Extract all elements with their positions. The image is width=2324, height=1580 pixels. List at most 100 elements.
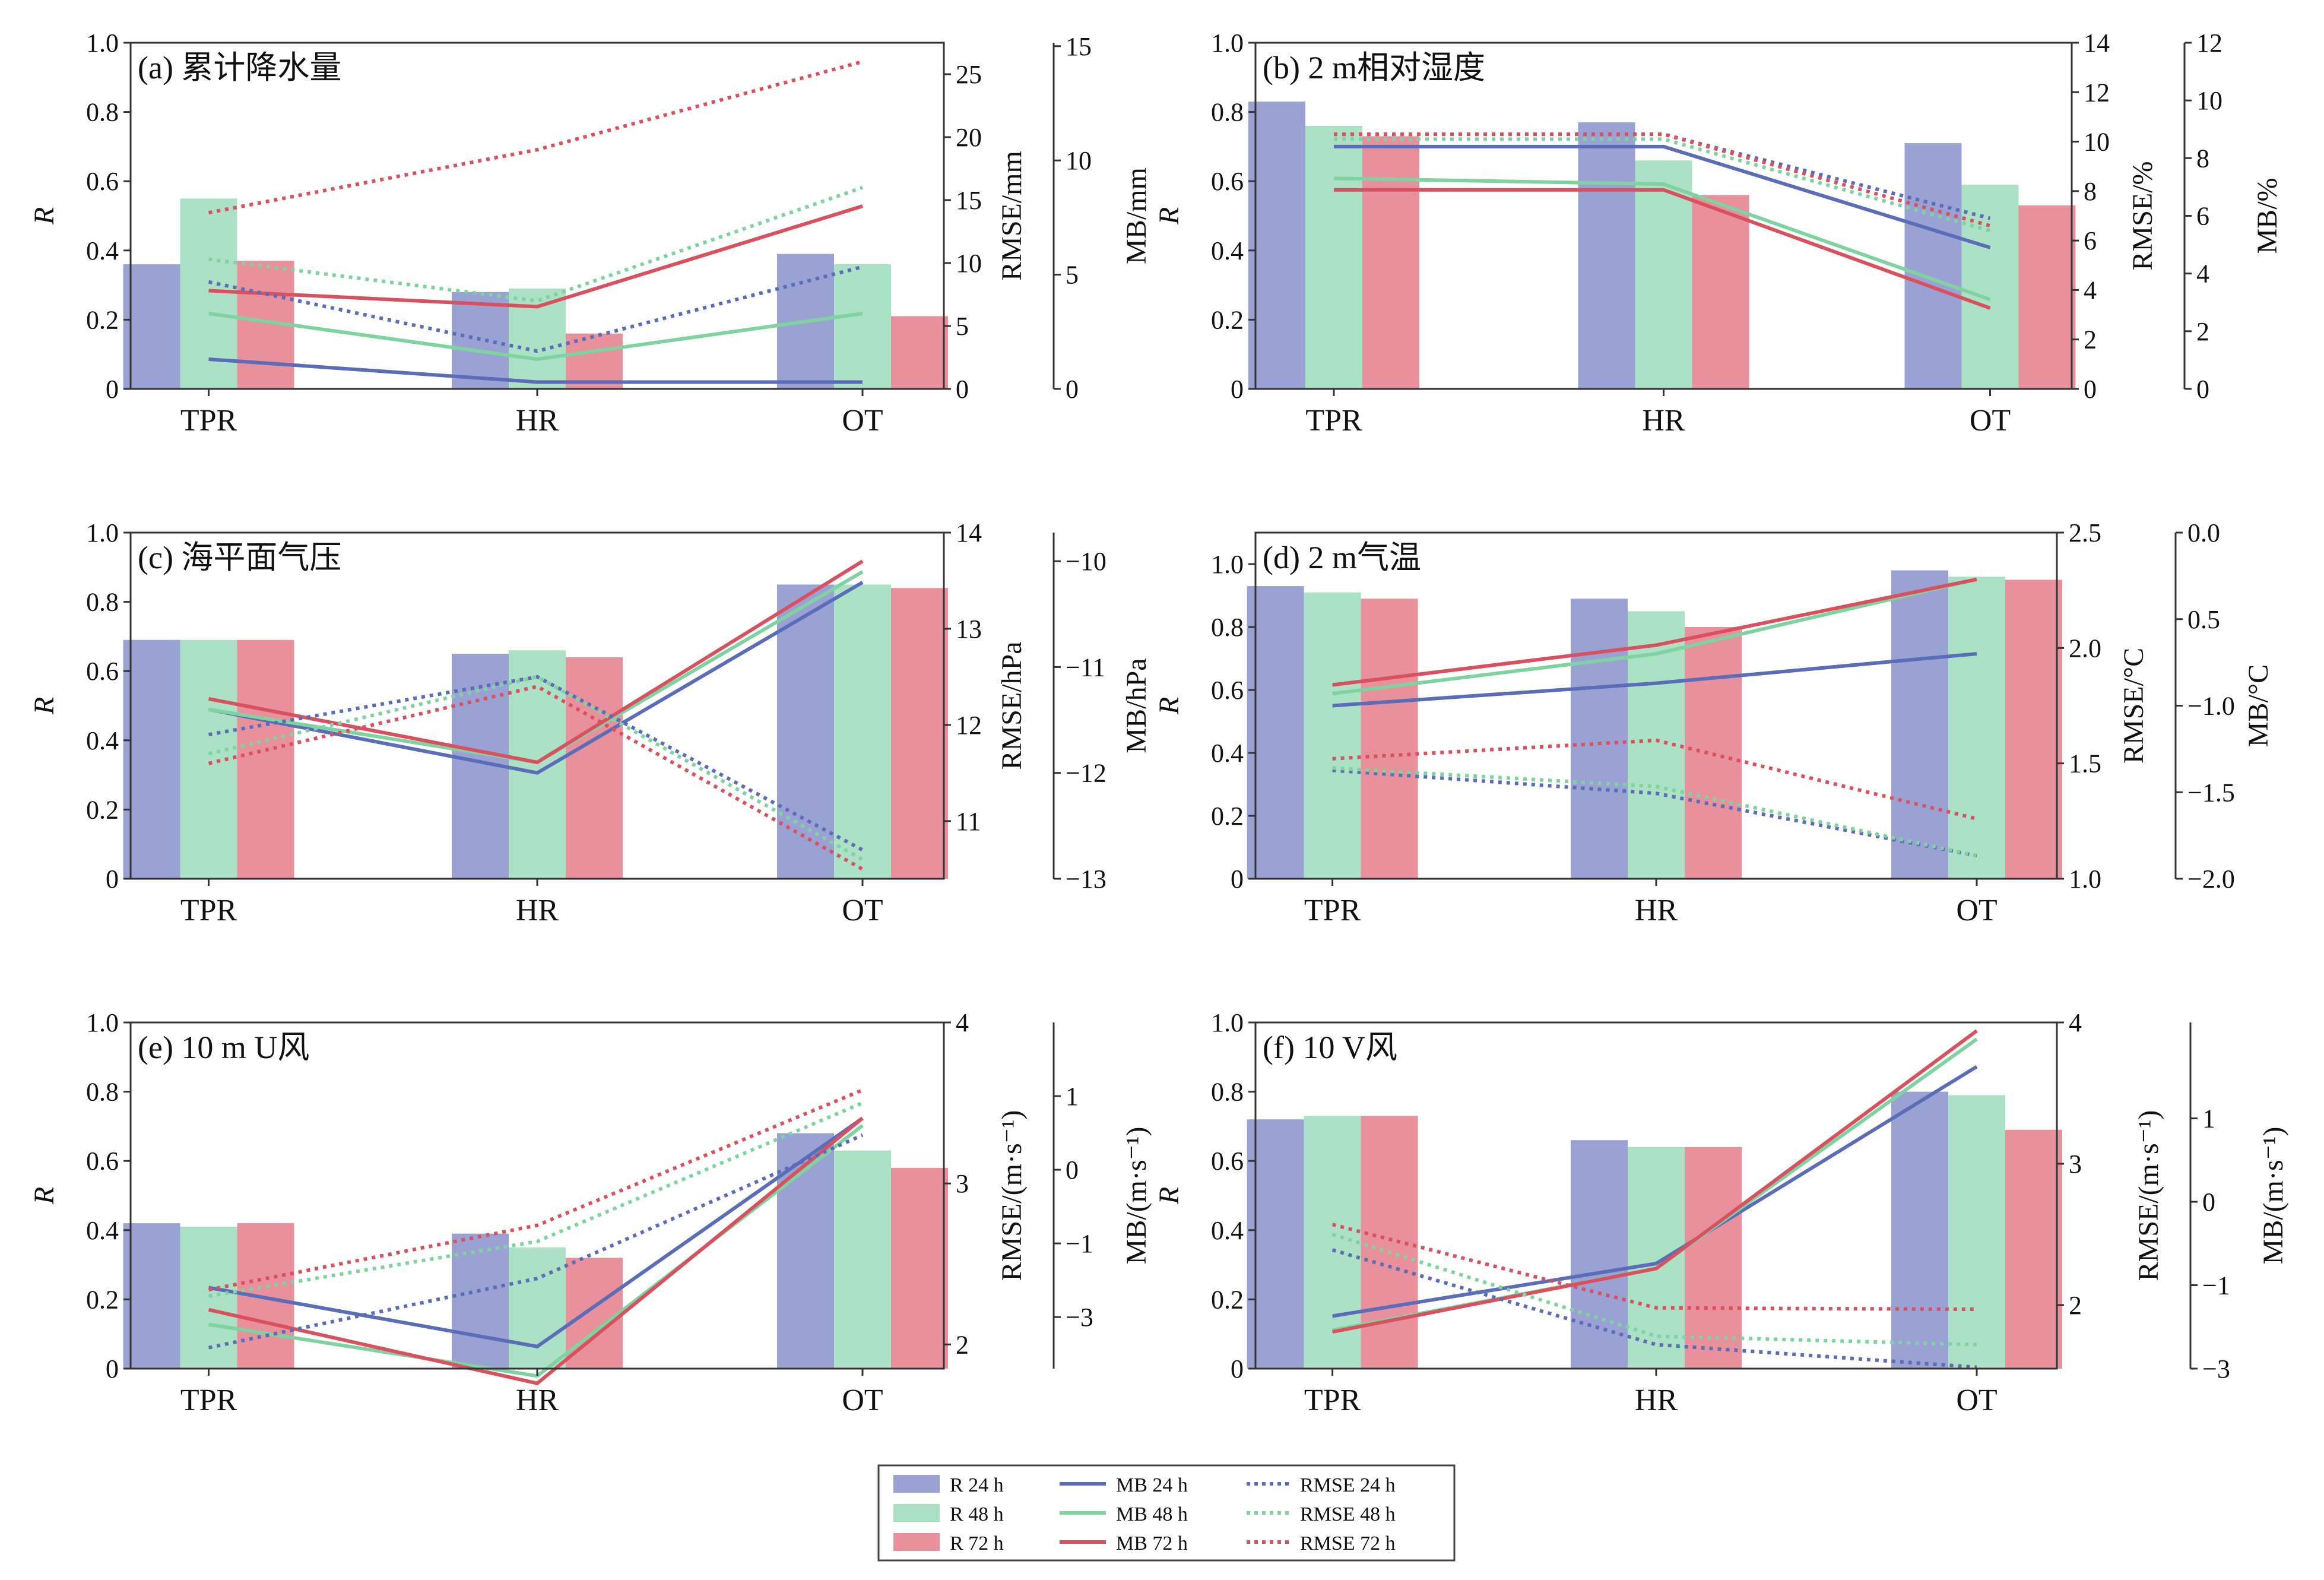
- line-rmse-72h: [1334, 132, 1991, 228]
- y3-tick-label: 0.5: [2187, 605, 2220, 634]
- panel-title: (a) 累计降水量: [138, 50, 341, 86]
- y2-tick-label: 0: [956, 375, 969, 404]
- y-axis-label: R: [1153, 697, 1185, 715]
- y3-tick-label: −10: [1066, 547, 1106, 576]
- line-rmse-72h: [208, 1088, 864, 1292]
- bar-r-72h-HR: [1692, 195, 1749, 389]
- y3-axis-label: MB/hPa: [1121, 658, 1152, 753]
- x-tick-label: TPR: [1305, 404, 1362, 438]
- panel-title: (c) 海平面气压: [138, 540, 341, 575]
- y3-tick-label: −1.0: [2187, 692, 2235, 721]
- y3-tick-label: 12: [2196, 29, 2222, 58]
- bar-r-72h-TPR: [1361, 1116, 1418, 1369]
- y-tick-label: 0.6: [1211, 676, 1244, 705]
- y-tick-label: 1.0: [86, 518, 119, 547]
- y3-tick-label: 6: [2196, 202, 2209, 231]
- bar-r-48h-TPR: [180, 198, 237, 389]
- y-tick-label: 0.8: [86, 98, 119, 127]
- y2-tick-label: 5: [956, 312, 969, 341]
- bar-r-24h-HR: [1578, 122, 1635, 389]
- legend-frame: [877, 1464, 1456, 1562]
- line-rmse-48h: [208, 1101, 864, 1298]
- line-rmse-72h: [1332, 738, 1977, 821]
- y3-tick-label: −1.5: [2187, 778, 2235, 807]
- x-tick-label: HR: [1642, 404, 1685, 438]
- bar-r-24h-OT: [1904, 143, 1962, 389]
- y2-tick-label: 14: [956, 518, 982, 547]
- y-tick-label: 0.2: [1211, 1285, 1244, 1314]
- line-rmse-24h: [1332, 768, 1977, 858]
- y-tick-label: 0.4: [1211, 1216, 1244, 1245]
- y3-tick-label: 5: [1066, 261, 1079, 290]
- y2-axis-label: RMSE/(m·s⁻¹): [2133, 1110, 2164, 1281]
- bar-r-48h-TPR: [1305, 125, 1362, 390]
- y-tick-label: 0.8: [1211, 98, 1244, 127]
- y2-tick-label: 2.5: [2069, 518, 2101, 547]
- y3-axis-label: MB/°C: [2243, 664, 2274, 747]
- panel-title: (e) 10 m U风: [138, 1030, 309, 1065]
- y2-axis-label: RMSE/%: [2127, 161, 2158, 270]
- line-rmse-24h: [208, 1133, 864, 1350]
- y-tick-label: 0.4: [1211, 236, 1244, 265]
- y-axis-label: R: [1153, 207, 1185, 225]
- y-axis-label: R: [28, 207, 60, 225]
- y-tick-label: 0.8: [1211, 613, 1244, 642]
- y-tick-label: 0.8: [1211, 1078, 1244, 1107]
- y3-axis-label: MB/%: [2252, 178, 2283, 254]
- legend-label-rmse72: RMSE 72 h: [1300, 1532, 1396, 1554]
- chart-panel-6: 0 0.2 0.4 0.6 0.8 1.0 R TPR HR OT (f) 10 V风 2 3 4 RMSE…: [1153, 1008, 2289, 1417]
- bar-r-48h-OT: [834, 584, 891, 879]
- bar-r-48h-TPR: [1304, 592, 1361, 879]
- y-tick-label: 0.8: [86, 1078, 119, 1107]
- y2-tick-label: 1.5: [2069, 749, 2101, 778]
- y-axis-label: R: [1153, 1187, 1185, 1205]
- bar-r-24h-OT: [1891, 1091, 1948, 1369]
- y2-tick-label: 20: [956, 123, 982, 152]
- line-mb-24h: [1332, 1065, 1978, 1318]
- y2-tick-label: 3: [2069, 1150, 2082, 1179]
- y3-tick-label: 2: [2196, 317, 2209, 346]
- line-rmse-72h: [1331, 1223, 1977, 1312]
- y-tick-label: 0: [1231, 375, 1244, 404]
- bar-r-24h-TPR: [1248, 102, 1305, 390]
- y-tick-label: 0.2: [86, 795, 119, 824]
- bar-r-48h-OT: [1961, 185, 2019, 389]
- line-rmse-24h: [208, 265, 863, 353]
- y-tick-label: 0.2: [1211, 802, 1244, 831]
- bar-r-48h-OT: [834, 1150, 891, 1369]
- bar-r-24h-HR: [1571, 1140, 1628, 1369]
- bar-r-24h-TPR: [1247, 586, 1304, 879]
- x-tick-label: TPR: [1304, 894, 1361, 927]
- y2-tick-label: 2: [956, 1330, 969, 1359]
- y2-tick-label: 4: [956, 1008, 969, 1037]
- line-mb-24h: [1334, 144, 1991, 249]
- y2-tick-label: 3: [956, 1169, 969, 1198]
- line-mb-24h: [208, 357, 863, 384]
- bar-r-72h-OT: [891, 316, 948, 389]
- x-tick-label: TPR: [180, 894, 237, 927]
- y-tick-label: 0: [106, 865, 119, 894]
- x-tick-label: OT: [1956, 1383, 1997, 1417]
- line-rmse-72h: [208, 59, 863, 215]
- chart-panel-4: 0 0.2 0.4 0.6 0.8 1.0 R TPR HR OT (d) 2 m气温 1.0 1.5 2…: [1153, 518, 2274, 927]
- line-mb-24h: [1332, 652, 1977, 708]
- y-tick-label: 0.6: [1211, 167, 1244, 196]
- y3-tick-label: 10: [1066, 146, 1092, 175]
- bar-r-24h-HR: [452, 1233, 509, 1369]
- y-tick-label: 0.4: [86, 236, 119, 265]
- chart-panel-2: 0 0.2 0.4 0.6 0.8 1.0 R TPR HR OT (b) 2 m相对湿度 0 2 4 6 8…: [1153, 29, 2283, 438]
- bar-r-72h-TPR: [237, 639, 294, 879]
- line-mb-48h: [208, 312, 863, 362]
- bar-r-24h-TPR: [1247, 1119, 1304, 1369]
- bar-r-48h-HR: [1635, 160, 1692, 389]
- line-mb-48h: [1333, 176, 1991, 302]
- x-tick-label: TPR: [1304, 1383, 1361, 1417]
- y3-tick-label: 15: [1066, 32, 1092, 61]
- line-mb-72h: [208, 204, 863, 309]
- legend-label-mb72: MB 72 h: [1116, 1532, 1188, 1554]
- y2-tick-label: 6: [2084, 226, 2097, 255]
- y2-axis-label: RMSE/°C: [2118, 648, 2149, 764]
- line-rmse-24h: [208, 675, 864, 852]
